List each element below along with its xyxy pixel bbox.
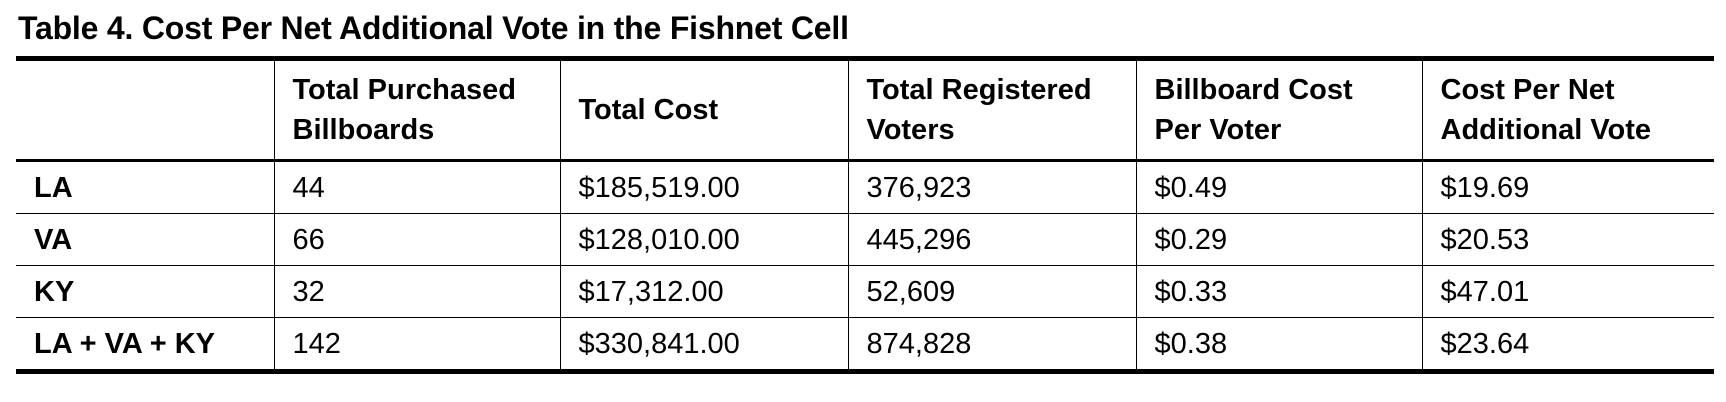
header-cell-total-cost: Total Cost [559,58,848,162]
total-cost-cell: $185,519.00 [559,160,848,214]
cost-per-voter-cell: $0.49 [1135,160,1422,214]
billboards-cell: 32 [273,265,560,318]
registered-voters-cell: 52,609 [847,265,1136,318]
header-cell-cost-per-net-additional-vote: Cost Per Net Additional Vote [1421,58,1714,162]
table-row-total: LA + VA + KY 142 $330,841.00 874,828 $0.… [16,317,1714,372]
header-cell-billboard-cost-per-voter: Billboard Cost Per Voter [1135,58,1422,162]
registered-voters-cell: 445,296 [847,213,1136,266]
cost-per-net-vote-cell: $20.53 [1421,213,1714,266]
row-label-cell: VA [16,213,274,266]
header-cell-total-registered-voters: Total Registered Voters [847,58,1136,162]
table-title: Table 4. Cost Per Net Additional Vote in… [18,10,849,46]
cost-per-vote-table: Total Purchased Billboards Total Cost To… [16,56,1714,374]
cost-per-net-vote-cell: $23.64 [1421,317,1714,372]
total-cost-cell: $128,010.00 [559,213,848,266]
total-cost-cell: $330,841.00 [559,317,848,372]
table-row: VA 66 $128,010.00 445,296 $0.29 $20.53 [16,213,1714,266]
header-label: Billboard Cost Per Voter [1154,74,1353,146]
cost-per-net-vote-cell: $19.69 [1421,160,1714,214]
table-row: LA 44 $185,519.00 376,923 $0.49 $19.69 [16,160,1714,214]
header-label: Total Purchased Billboards [292,74,516,146]
cost-per-net-vote-cell: $47.01 [1421,265,1714,318]
header-cell-blank [16,58,274,162]
row-label-cell: LA [34,171,73,204]
total-cost-cell: $17,312.00 [559,265,848,318]
header-label: Total Registered Voters [866,74,1092,146]
registered-voters-cell: 376,923 [847,160,1136,214]
row-label-cell: LA + VA + KY [16,317,274,372]
row-label-cell: KY [16,265,274,318]
billboards-cell: 66 [273,213,560,266]
billboards-cell: 142 [273,317,560,372]
billboards-cell: 44 [273,160,560,214]
cost-per-voter-cell: $0.29 [1135,213,1422,266]
table-row: KY 32 $17,312.00 52,609 $0.33 $47.01 [16,265,1714,318]
header-row: Total Purchased Billboards Total Cost To… [16,58,1714,162]
cost-per-voter-cell: $0.38 [1135,317,1422,372]
cost-per-voter-cell: $0.33 [1135,265,1422,318]
header-label: Total Cost [578,94,719,126]
header-cell-total-purchased-billboards: Total Purchased Billboards [273,58,560,162]
registered-voters-cell: 874,828 [847,317,1136,372]
header-label: Cost Per Net Additional Vote [1440,74,1652,146]
